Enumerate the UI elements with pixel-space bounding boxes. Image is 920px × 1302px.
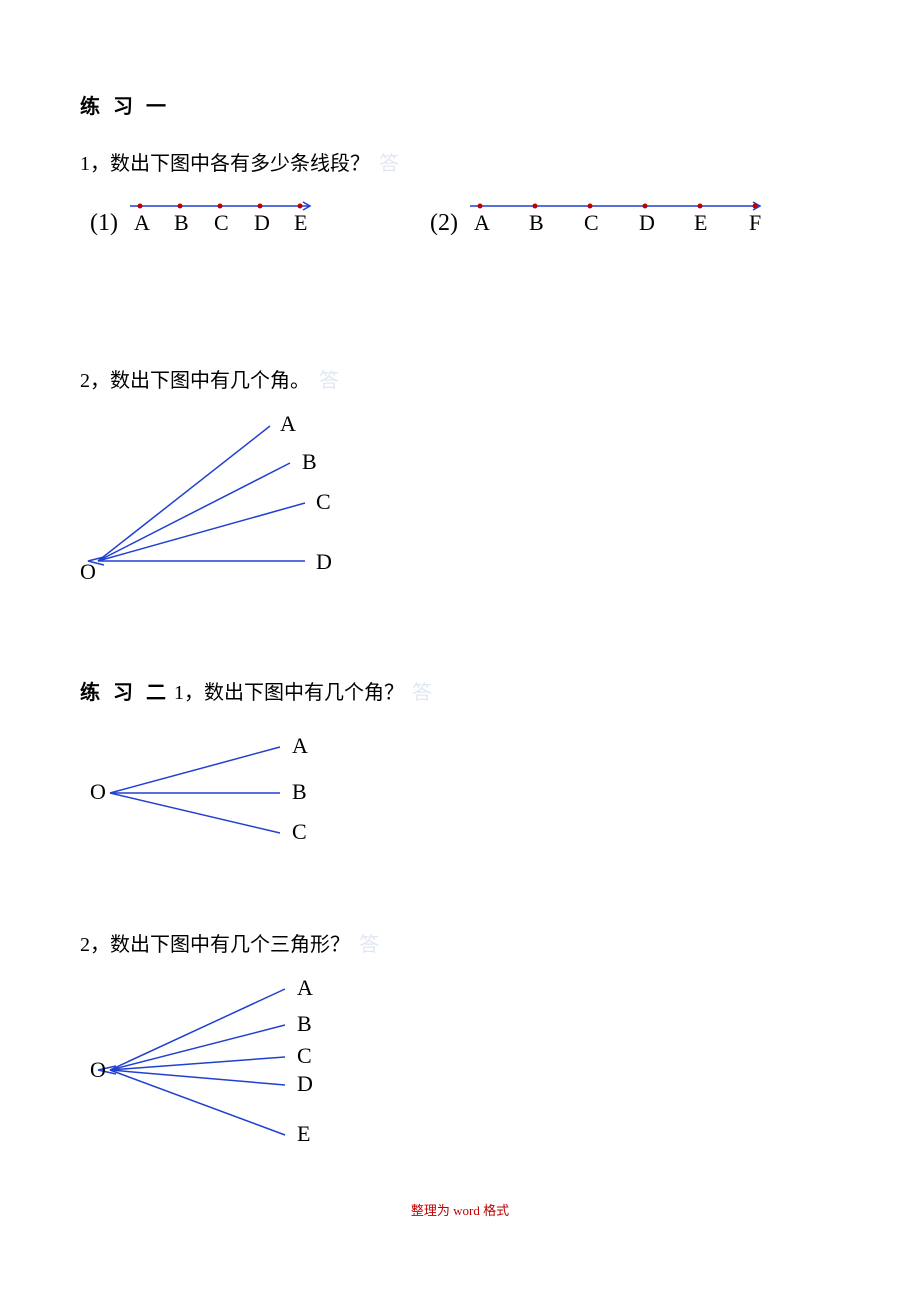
exercise-2-row: 练 习 二 1，数出下图中有几个角？ 答: [80, 676, 840, 705]
answer-mark-icon: 答: [319, 370, 339, 392]
segment-figure-1: (1) ABCDE: [80, 194, 360, 244]
svg-text:C: C: [316, 489, 331, 514]
svg-text:A: A: [280, 411, 296, 436]
angle-rays-1: O ABC D: [80, 411, 332, 584]
svg-text:B: B: [302, 449, 317, 474]
svg-text:B: B: [174, 210, 189, 235]
ex2-q2: 2，数出下图中有几个三角形？ 答: [80, 928, 840, 957]
svg-text:C: C: [584, 210, 599, 235]
figure-index-2: (2): [430, 210, 458, 236]
ex2-q1-figure-wrap: O ABC: [90, 733, 840, 858]
svg-text:O: O: [80, 559, 96, 584]
segment-figure-2: (2) A B C D E F: [420, 194, 800, 244]
svg-text:C: C: [297, 1043, 312, 1068]
angle-figure-1: O ABC D: [80, 411, 350, 591]
ex2-q2-figure-wrap: O ABCDE: [90, 975, 840, 1160]
ex1-q1-text: 1，数出下图中各有多少条线段？: [80, 153, 370, 175]
angle-figure-3: O ABCDE: [90, 975, 330, 1155]
svg-text:E: E: [294, 210, 307, 235]
svg-text:A: A: [474, 210, 490, 235]
svg-text:C: C: [292, 819, 307, 844]
svg-text:A: A: [297, 975, 313, 1000]
ex1-q1: 1，数出下图中各有多少条线段？ 答: [80, 147, 840, 176]
svg-text:E: E: [297, 1121, 310, 1146]
svg-text:O: O: [90, 1057, 106, 1082]
angle-rays-3: O ABCDE: [90, 975, 313, 1146]
ex2-q2-text: 2，数出下图中有几个三角形？: [80, 934, 350, 956]
answer-mark-icon: 答: [379, 153, 399, 175]
page: 练 习 一 1，数出下图中各有多少条线段？ 答 (1) ABCDE (2) AB…: [0, 0, 920, 1259]
page-footer: 整理为 word 格式: [80, 1200, 840, 1219]
svg-text:F: F: [749, 210, 761, 235]
svg-text:D: D: [639, 210, 655, 235]
svg-text:A: A: [134, 210, 150, 235]
answer-mark-icon: 答: [359, 934, 379, 956]
ex1-q1-figures: (1) ABCDE (2) ABCDEF: [80, 194, 840, 244]
exercise-2-title: 练 习 二: [80, 682, 170, 704]
svg-text:D: D: [316, 549, 332, 574]
angle-rays-2: O ABC: [90, 733, 308, 844]
answer-mark-icon: 答: [412, 682, 432, 704]
svg-text:B: B: [529, 210, 544, 235]
svg-text:C: C: [214, 210, 229, 235]
svg-text:B: B: [297, 1011, 312, 1036]
ex2-q1-text: 1，数出下图中有几个角？: [174, 682, 404, 704]
segment-line-2: A B C D E F: [470, 202, 761, 235]
svg-text:D: D: [297, 1071, 313, 1096]
svg-text:A: A: [292, 733, 308, 758]
svg-text:B: B: [292, 779, 307, 804]
ex1-q2-figure-wrap: O ABC D: [80, 411, 840, 596]
figure-index-1: (1): [90, 210, 118, 236]
svg-text:D: D: [254, 210, 270, 235]
ex1-q2: 2，数出下图中有几个角。 答: [80, 364, 840, 393]
svg-text:O: O: [90, 779, 106, 804]
ex1-q2-text: 2，数出下图中有几个角。: [80, 370, 310, 392]
segment-line-1: ABCDE: [130, 202, 310, 235]
angle-figure-2: O ABC: [90, 733, 330, 853]
exercise-1-title: 练 习 一: [80, 90, 840, 119]
svg-text:E: E: [694, 210, 707, 235]
